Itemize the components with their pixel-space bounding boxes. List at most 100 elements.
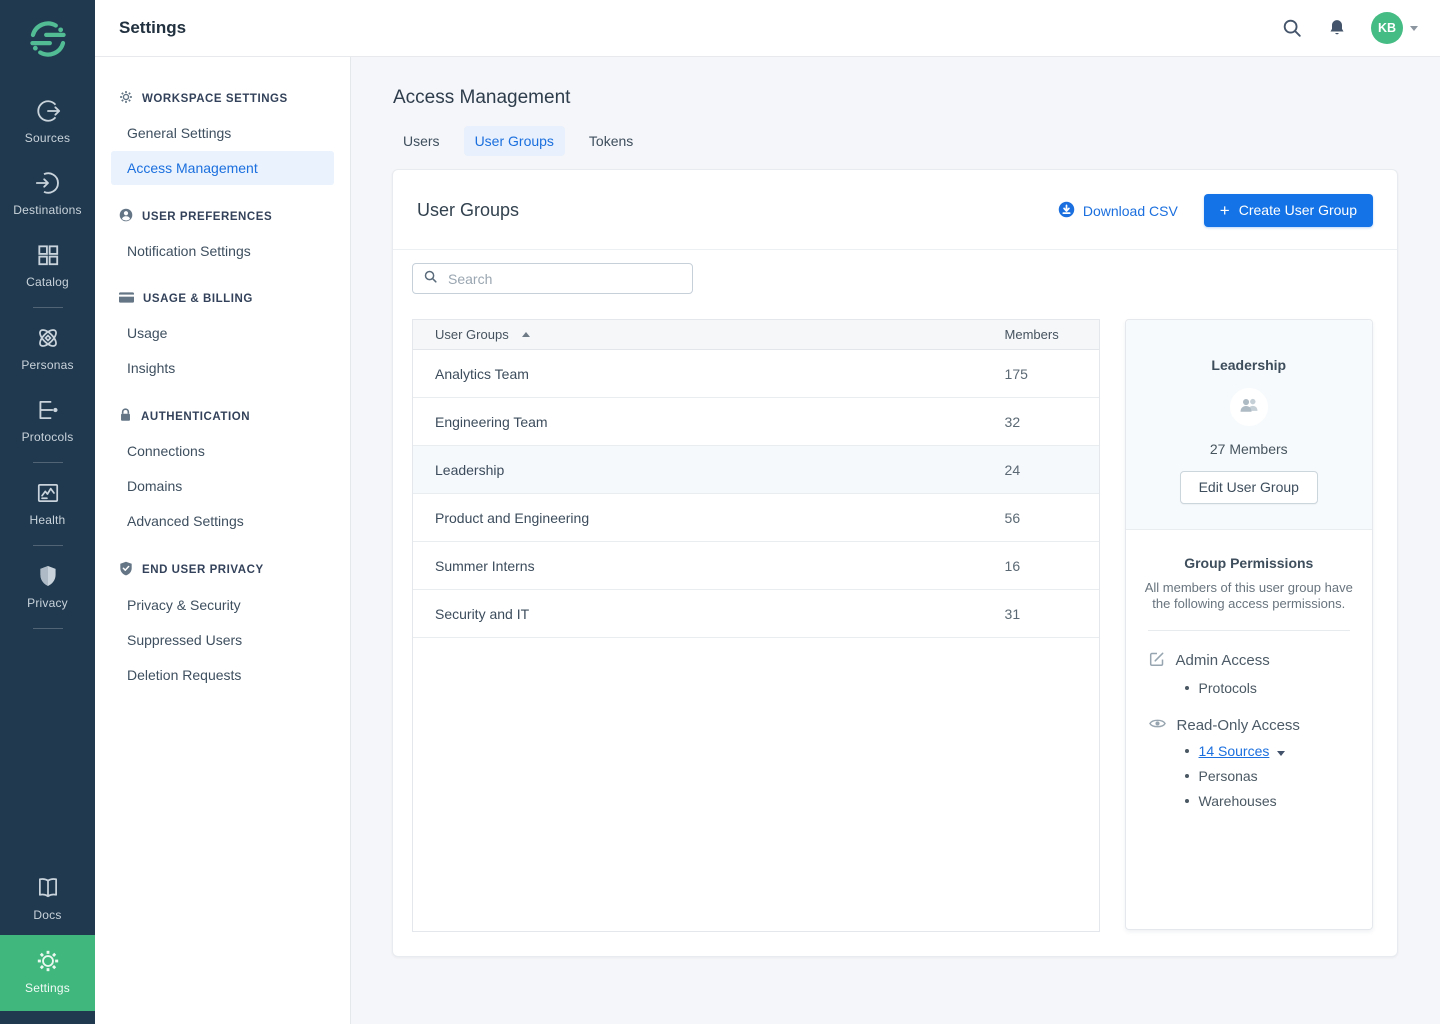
table-row[interactable]: Leadership 24 <box>413 446 1099 494</box>
sidebar-divider <box>32 462 63 463</box>
sidebar-item-settings[interactable]: Settings <box>0 935 95 1011</box>
health-chart-icon <box>35 480 61 506</box>
user-circle-icon <box>119 208 133 225</box>
read-only-access-items: 14 Sources Personas Warehouses <box>1144 743 1354 809</box>
plus-icon: + <box>1219 200 1230 220</box>
section-header: AUTHENTICATION <box>111 401 334 433</box>
admin-access-label: Admin Access <box>1175 652 1270 669</box>
header-actions: KB <box>1281 12 1418 44</box>
sidebar-item-protocols[interactable]: Protocols <box>0 385 95 457</box>
section-title: USER PREFERENCES <box>142 210 273 223</box>
table-header-row[interactable]: User Groups Members <box>413 320 1099 350</box>
group-name-cell: Engineering Team <box>435 413 548 430</box>
members-count-cell: 56 <box>1004 509 1021 526</box>
sidebar-item-privacy-security[interactable]: Privacy & Security <box>127 597 241 613</box>
lock-icon <box>119 408 132 425</box>
main-content: Access Management Users User Groups Toke… <box>351 57 1440 1024</box>
tab-tokens[interactable]: Tokens <box>588 133 634 149</box>
sidebar-item-notification-settings[interactable]: Notification Settings <box>127 243 251 259</box>
notifications-bell-icon[interactable] <box>1327 17 1347 39</box>
sidebar-item-usage[interactable]: Usage <box>127 325 168 341</box>
column-header-user-groups[interactable]: User Groups <box>435 327 1005 342</box>
group-name-cell: Security and IT <box>435 605 530 622</box>
sidebar-item-destinations[interactable]: Destinations <box>0 158 95 230</box>
sidebar-item-label: Catalog <box>26 275 69 289</box>
group-name-cell: Analytics Team <box>435 365 529 382</box>
sidebar-item-suppressed-users[interactable]: Suppressed Users <box>127 632 243 648</box>
admin-access-items: Protocols <box>1144 680 1354 696</box>
edit-user-group-button[interactable]: Edit User Group <box>1179 471 1318 504</box>
search-field <box>412 263 693 294</box>
members-count-cell: 31 <box>1004 605 1021 622</box>
sidebar-item-access-management[interactable]: Access Management <box>111 151 334 185</box>
section-authentication: AUTHENTICATION Connections Domains Advan… <box>111 401 334 538</box>
chevron-down-icon[interactable] <box>1410 25 1418 31</box>
avatar[interactable]: KB <box>1371 12 1403 44</box>
table-row[interactable]: Product and Engineering 56 <box>413 494 1099 542</box>
protocols-icon <box>35 397 61 423</box>
sidebar-item-domains[interactable]: Domains <box>127 478 183 494</box>
section-title: WORKSPACE SETTINGS <box>142 92 288 105</box>
personas-atom-icon <box>35 325 61 351</box>
tab-users[interactable]: Users <box>403 133 440 149</box>
download-csv-button[interactable]: Download CSV <box>1058 201 1178 221</box>
chevron-down-icon[interactable] <box>1277 750 1286 756</box>
table-row[interactable]: Engineering Team 32 <box>413 398 1099 446</box>
sidebar-divider <box>32 545 63 546</box>
primary-sidebar: Sources Destinations Catalog <box>0 0 95 1024</box>
permissions-description: All members of this user group have the … <box>1144 580 1353 612</box>
sidebar-item-privacy[interactable]: Privacy <box>0 551 95 623</box>
card-title: User Groups <box>417 200 520 220</box>
sidebar-item-label: Settings <box>25 981 70 995</box>
section-title: AUTHENTICATION <box>141 410 251 423</box>
download-csv-label: Download CSV <box>1082 202 1178 219</box>
section-title: USAGE & BILLING <box>143 293 253 305</box>
section-header: WORKSPACE SETTINGS <box>111 83 334 115</box>
sidebar-item-docs[interactable]: Docs <box>0 863 95 935</box>
download-circle-icon <box>1058 201 1075 221</box>
sidebar-item-advanced-settings[interactable]: Advanced Settings <box>127 513 244 529</box>
sidebar-item-general-settings[interactable]: General Settings <box>127 125 232 141</box>
sidebar-item-personas[interactable]: Personas <box>0 313 95 385</box>
privacy-shield-icon <box>35 563 61 589</box>
destinations-icon <box>35 170 61 196</box>
divider <box>1147 629 1350 631</box>
gear-icon <box>119 90 133 107</box>
section-end-user-privacy: END USER PRIVACY Privacy & Security Supp… <box>111 554 334 692</box>
segment-logo-icon[interactable] <box>26 0 70 86</box>
group-permissions: Group Permissions All members of this us… <box>1126 530 1372 854</box>
card-body: User Groups Members Analytics Team 175 E… <box>393 250 1397 956</box>
sidebar-item-connections[interactable]: Connections <box>127 443 205 459</box>
group-name: Leadership <box>1211 357 1287 373</box>
permission-item: Personas <box>1184 768 1354 784</box>
table-row[interactable]: Security and IT 31 <box>413 590 1099 638</box>
main-column: Settings KB <box>95 0 1440 1024</box>
admin-access-group: Admin Access Protocols <box>1144 651 1354 696</box>
tab-bar: Users User Groups Tokens <box>392 126 1398 156</box>
sources-count-link[interactable]: 14 Sources <box>1198 742 1270 759</box>
group-name-cell: Summer Interns <box>435 557 535 574</box>
sidebar-item-health[interactable]: Health <box>0 468 95 540</box>
search-input[interactable] <box>446 269 682 288</box>
column-header-label: User Groups <box>435 327 509 342</box>
sidebar-item-label: Personas <box>21 358 74 372</box>
create-user-group-button[interactable]: + Create User Group <box>1203 194 1373 227</box>
table-row[interactable]: Summer Interns 16 <box>413 542 1099 590</box>
sidebar-item-insights[interactable]: Insights <box>127 360 176 376</box>
search-icon[interactable] <box>1281 17 1303 39</box>
docs-book-icon <box>35 875 61 901</box>
read-only-access-label: Read-Only Access <box>1176 716 1300 734</box>
section-user-preferences: USER PREFERENCES Notification Settings <box>111 201 334 268</box>
sidebar-item-catalog[interactable]: Catalog <box>0 230 95 302</box>
read-only-access-group: Read-Only Access 14 Sources Personas War… <box>1144 717 1354 809</box>
card-actions: Download CSV + Create User Group <box>1058 194 1373 227</box>
admin-access-header: Admin Access <box>1144 651 1354 671</box>
sidebar-item-sources[interactable]: Sources <box>0 86 95 158</box>
sidebar-item-deletion-requests[interactable]: Deletion Requests <box>127 667 242 683</box>
tab-user-groups[interactable]: User Groups <box>463 126 565 156</box>
members-count-cell: 32 <box>1004 413 1021 430</box>
table-row[interactable]: Analytics Team 175 <box>413 350 1099 398</box>
read-only-access-header: Read-Only Access <box>1144 717 1354 734</box>
create-user-group-label: Create User Group <box>1238 202 1357 218</box>
user-menu[interactable]: KB <box>1371 12 1418 44</box>
